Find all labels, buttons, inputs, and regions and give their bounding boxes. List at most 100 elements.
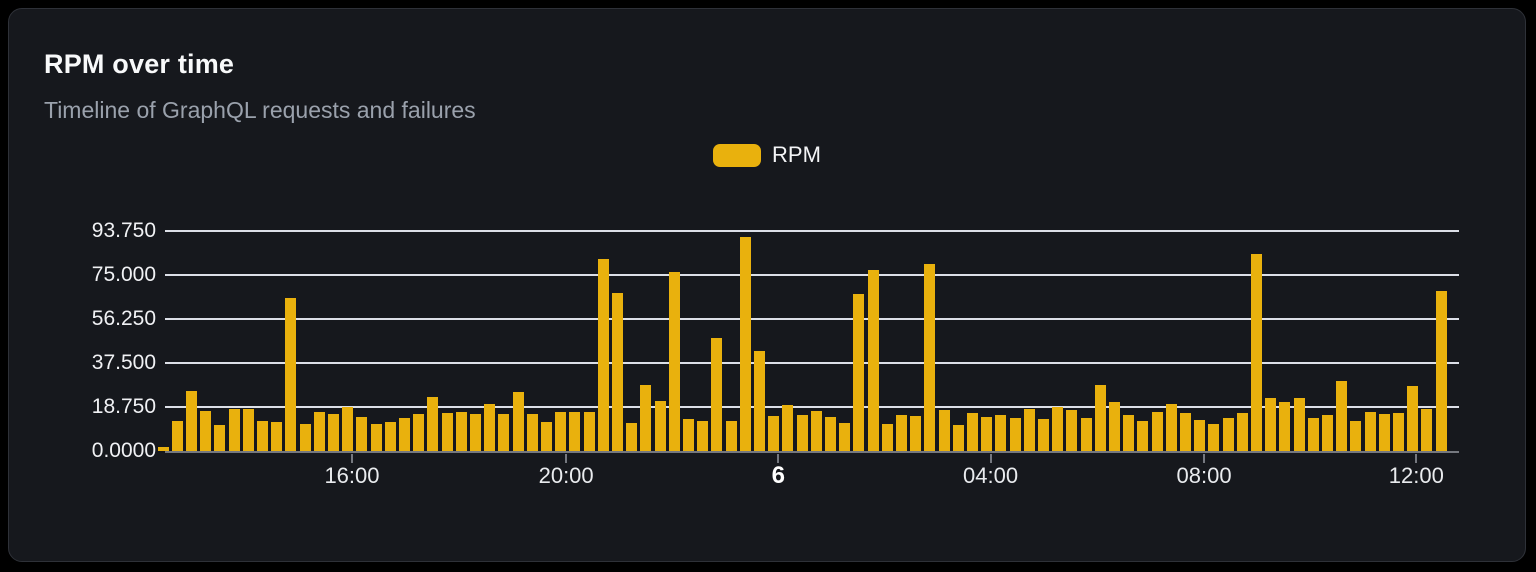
- rpm-bar[interactable]: [384, 422, 396, 451]
- rpm-bar[interactable]: [1023, 408, 1035, 451]
- rpm-bar[interactable]: [711, 337, 723, 451]
- rpm-bar[interactable]: [867, 270, 879, 451]
- rpm-bar[interactable]: [924, 263, 936, 451]
- rpm-bar[interactable]: [370, 424, 382, 451]
- rpm-bar[interactable]: [157, 447, 169, 451]
- rpm-bar[interactable]: [484, 403, 496, 451]
- rpm-bar[interactable]: [1179, 412, 1191, 451]
- rpm-bar[interactable]: [441, 412, 453, 451]
- rpm-bar[interactable]: [1137, 420, 1149, 451]
- rpm-bar[interactable]: [682, 418, 694, 451]
- y-axis-tick-label: 0.0000: [91, 439, 156, 462]
- rpm-bar[interactable]: [1293, 398, 1305, 451]
- rpm-bar[interactable]: [583, 411, 595, 451]
- rpm-bar[interactable]: [356, 416, 368, 451]
- rpm-bar[interactable]: [668, 271, 680, 451]
- rpm-bar[interactable]: [1094, 385, 1106, 451]
- rpm-bar[interactable]: [910, 416, 922, 451]
- rpm-bar[interactable]: [853, 293, 865, 451]
- rpm-bar[interactable]: [1066, 410, 1078, 451]
- rpm-bar[interactable]: [938, 409, 950, 451]
- rpm-bar[interactable]: [512, 392, 524, 451]
- rpm-bar[interactable]: [171, 420, 183, 451]
- rpm-bar[interactable]: [1250, 253, 1262, 451]
- rpm-bar[interactable]: [1407, 385, 1419, 451]
- rpm-bar[interactable]: [725, 420, 737, 451]
- x-axis-tick-label: 6: [771, 462, 786, 489]
- rpm-bar[interactable]: [881, 424, 893, 451]
- rpm-bar[interactable]: [498, 414, 510, 451]
- rpm-bar[interactable]: [455, 412, 467, 451]
- legend-swatch-icon: [713, 143, 762, 167]
- rpm-bar[interactable]: [1350, 420, 1362, 451]
- rpm-bar[interactable]: [299, 423, 311, 451]
- rpm-bar[interactable]: [995, 415, 1007, 451]
- rpm-bar[interactable]: [540, 421, 552, 451]
- rpm-bar[interactable]: [1151, 412, 1163, 451]
- rpm-bar[interactable]: [1336, 380, 1348, 451]
- rpm-bar[interactable]: [256, 420, 268, 451]
- rpm-bar[interactable]: [185, 390, 197, 451]
- rpm-bar[interactable]: [413, 413, 425, 451]
- rpm-bar[interactable]: [327, 414, 339, 451]
- rpm-bar[interactable]: [1165, 404, 1177, 451]
- legend-item-rpm[interactable]: RPM: [713, 142, 821, 168]
- x-axis-tick-label: 12:00: [1388, 463, 1444, 488]
- rpm-bar[interactable]: [200, 411, 212, 451]
- rpm-bar[interactable]: [285, 298, 297, 451]
- rpm-bar[interactable]: [796, 415, 808, 451]
- rpm-bar[interactable]: [1123, 415, 1135, 451]
- rpm-bar[interactable]: [526, 413, 538, 451]
- rpm-bar[interactable]: [952, 424, 964, 451]
- rpm-bar[interactable]: [739, 236, 751, 451]
- rpm-bar[interactable]: [569, 412, 581, 451]
- rpm-bar[interactable]: [1194, 419, 1206, 451]
- rpm-bar[interactable]: [1222, 417, 1234, 451]
- rpm-bar[interactable]: [214, 424, 226, 451]
- rpm-bar[interactable]: [1421, 408, 1433, 451]
- rpm-bar[interactable]: [895, 415, 907, 451]
- rpm-bar[interactable]: [342, 407, 354, 451]
- rpm-bar[interactable]: [469, 414, 481, 451]
- rpm-bar[interactable]: [1265, 398, 1277, 451]
- rpm-bar[interactable]: [313, 411, 325, 451]
- rpm-bar[interactable]: [782, 404, 794, 451]
- rpm-bar[interactable]: [768, 415, 780, 451]
- gridline: [165, 230, 1459, 232]
- y-axis-tick-label: 37.500: [91, 351, 156, 374]
- rpm-bar[interactable]: [1307, 418, 1319, 451]
- rpm-bar[interactable]: [555, 412, 567, 451]
- rpm-bar[interactable]: [640, 385, 652, 451]
- rpm-bar[interactable]: [1279, 402, 1291, 451]
- x-axis-line: [165, 451, 1459, 453]
- rpm-bar[interactable]: [753, 350, 765, 451]
- rpm-bar[interactable]: [810, 411, 822, 451]
- rpm-bar[interactable]: [1378, 413, 1390, 451]
- rpm-bar[interactable]: [398, 418, 410, 451]
- rpm-bar[interactable]: [697, 420, 709, 451]
- rpm-bar[interactable]: [1435, 291, 1447, 451]
- rpm-bar[interactable]: [839, 422, 851, 451]
- rpm-bar[interactable]: [1037, 418, 1049, 451]
- rpm-bar[interactable]: [1236, 412, 1248, 451]
- rpm-bar[interactable]: [427, 396, 439, 451]
- rpm-bar[interactable]: [1392, 412, 1404, 451]
- rpm-bar[interactable]: [654, 401, 666, 451]
- rpm-bar[interactable]: [966, 412, 978, 451]
- rpm-bar[interactable]: [1009, 417, 1021, 451]
- rpm-bar[interactable]: [981, 416, 993, 451]
- rpm-bar[interactable]: [824, 416, 836, 451]
- rpm-bar[interactable]: [1364, 412, 1376, 451]
- rpm-bar[interactable]: [1108, 401, 1120, 451]
- rpm-bar[interactable]: [1052, 406, 1064, 451]
- rpm-bar[interactable]: [626, 423, 638, 451]
- rpm-bar[interactable]: [271, 421, 283, 451]
- rpm-bar[interactable]: [242, 409, 254, 451]
- rpm-bar[interactable]: [611, 292, 623, 451]
- rpm-bar[interactable]: [1080, 417, 1092, 451]
- rpm-bar[interactable]: [1321, 414, 1333, 451]
- rpm-bar[interactable]: [1208, 423, 1220, 451]
- rpm-bar[interactable]: [228, 409, 240, 451]
- rpm-bar[interactable]: [597, 258, 609, 451]
- plot-area[interactable]: [157, 230, 1459, 463]
